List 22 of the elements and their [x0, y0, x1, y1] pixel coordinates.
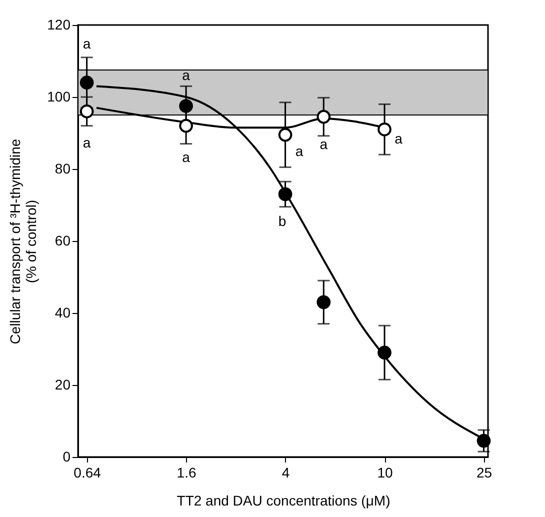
- y-tick-label: 0: [62, 448, 71, 464]
- annotation: a: [82, 36, 91, 52]
- y-tick-label: 120: [47, 16, 71, 32]
- y-tick-label: 20: [54, 376, 71, 392]
- annotation: a: [182, 67, 190, 83]
- annotation: a: [295, 142, 304, 159]
- y-axis-title: Cellular transport of ³H-thymidine (% of control): [7, 138, 40, 344]
- x-tick-label: 0.64: [74, 464, 102, 480]
- annotation: a: [182, 148, 190, 165]
- annotation: a: [82, 134, 91, 150]
- annotation: a: [394, 130, 403, 146]
- x-tick-label: 10: [377, 464, 394, 480]
- annotation: b: [278, 213, 286, 230]
- y-tick-label: 80: [54, 160, 71, 176]
- y-tick-label: 100: [47, 88, 71, 104]
- x-tick-label: 25: [476, 464, 492, 480]
- x-axis-title: TT2 and DAU concentrations (μM): [176, 492, 390, 508]
- x-tick-label: 1.6: [176, 464, 196, 480]
- annotation: a: [320, 136, 328, 152]
- y-tick-label: 40: [54, 304, 71, 320]
- y-tick-label: 60: [54, 232, 71, 248]
- x-tick-label: 4: [282, 464, 290, 480]
